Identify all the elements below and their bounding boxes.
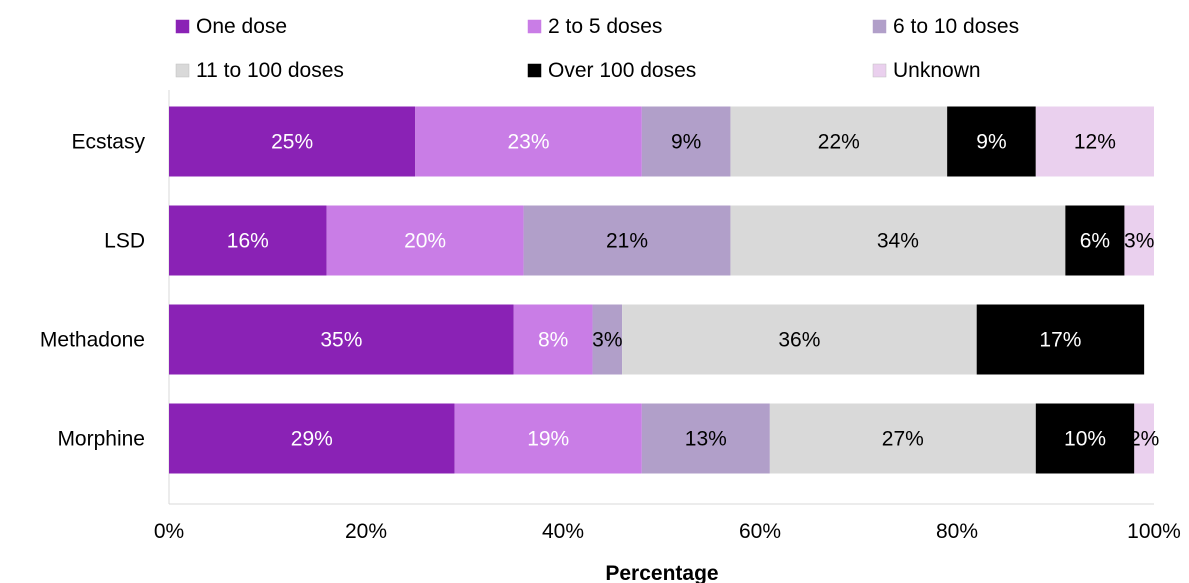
legend-swatch (872, 19, 887, 34)
bar-segment (415, 106, 642, 177)
data-label: 2% (1129, 428, 1159, 451)
legend-label: One dose (196, 15, 287, 38)
bar-segment (1124, 205, 1154, 276)
data-label: 9% (976, 131, 1006, 154)
data-label: 19% (527, 428, 569, 451)
bar-segment (622, 304, 977, 375)
category-label: Morphine (57, 428, 145, 451)
data-label: 3% (592, 329, 622, 352)
bar-segment (169, 205, 327, 276)
legend-item: One dose (175, 15, 287, 38)
legend: One dose 2 to 5 doses 6 to 10 doses 11 to 1… (175, 15, 1019, 82)
x-axis-ticks: 0% 20% 40% 60% 80% 100% (154, 520, 1181, 543)
bar-segment (1065, 205, 1125, 276)
bar-segment (730, 106, 948, 177)
data-label: 34% (877, 230, 919, 253)
x-tick-label: 60% (739, 520, 781, 543)
x-tick-label: 20% (345, 520, 387, 543)
data-label: 21% (606, 230, 648, 253)
bar-segment (769, 403, 1036, 474)
data-label: 23% (508, 131, 550, 154)
bar-segment (641, 403, 770, 474)
data-label: 36% (778, 329, 820, 352)
data-label: 25% (271, 131, 313, 154)
legend-item: 11 to 100 doses (175, 59, 344, 82)
bar-segment (976, 304, 1145, 375)
data-label: 35% (320, 329, 362, 352)
data-label: 16% (227, 230, 269, 253)
legend-swatch (527, 63, 542, 78)
bar-segment (169, 304, 514, 375)
data-label: 22% (818, 131, 860, 154)
category-labels: Ecstasy LSD Methadone Morphine (40, 131, 146, 451)
legend-label: Unknown (893, 59, 981, 82)
data-label: 27% (882, 428, 924, 451)
x-axis-label: Percentage (605, 562, 718, 583)
bar-segment (730, 205, 1066, 276)
data-label: 10% (1064, 428, 1106, 451)
legend-item: Unknown (872, 59, 981, 82)
data-label: 12% (1074, 131, 1116, 154)
data-label: 13% (685, 428, 727, 451)
bar-segment (1035, 403, 1135, 474)
legend-item: 2 to 5 doses (527, 15, 662, 38)
plot-area: 25% 23% 9% 22% 9% 12% 16% 20% 21% 34% 6% 3% 35% 8% 3% 3… (168, 90, 1159, 505)
legend-swatch (175, 63, 190, 78)
bar-segment (1134, 403, 1154, 474)
category-label: LSD (104, 230, 145, 253)
legend-label: 11 to 100 doses (196, 59, 344, 82)
data-label: 17% (1039, 329, 1081, 352)
legend-swatch (175, 19, 190, 34)
legend-label: Over 100 doses (548, 59, 696, 82)
legend-label: 6 to 10 doses (893, 15, 1019, 38)
x-tick-label: 80% (936, 520, 978, 543)
bar-segment (513, 304, 593, 375)
data-label: 6% (1080, 230, 1110, 253)
x-tick-label: 40% (542, 520, 584, 543)
legend-swatch (527, 19, 542, 34)
category-label: Methadone (40, 329, 145, 352)
bar-segment (523, 205, 731, 276)
bar-segment (592, 304, 623, 375)
data-label: 9% (671, 131, 701, 154)
bar-segment (326, 205, 524, 276)
data-label: 8% (538, 329, 568, 352)
category-label: Ecstasy (71, 131, 145, 154)
bar-segment (169, 403, 455, 474)
data-label: 20% (404, 230, 446, 253)
legend-item: Over 100 doses (527, 59, 696, 82)
legend-item: 6 to 10 doses (872, 15, 1019, 38)
x-tick-label: 100% (1127, 520, 1181, 543)
bar-segment (454, 403, 642, 474)
bar-segment (169, 106, 416, 177)
legend-swatch (872, 63, 887, 78)
data-label: 3% (1124, 230, 1154, 253)
bar-segment (641, 106, 731, 177)
data-label: 29% (291, 428, 333, 451)
bar-segment (1035, 106, 1154, 177)
bar-segment (947, 106, 1036, 177)
x-tick-label: 0% (154, 520, 184, 543)
legend-label: 2 to 5 doses (548, 15, 662, 38)
